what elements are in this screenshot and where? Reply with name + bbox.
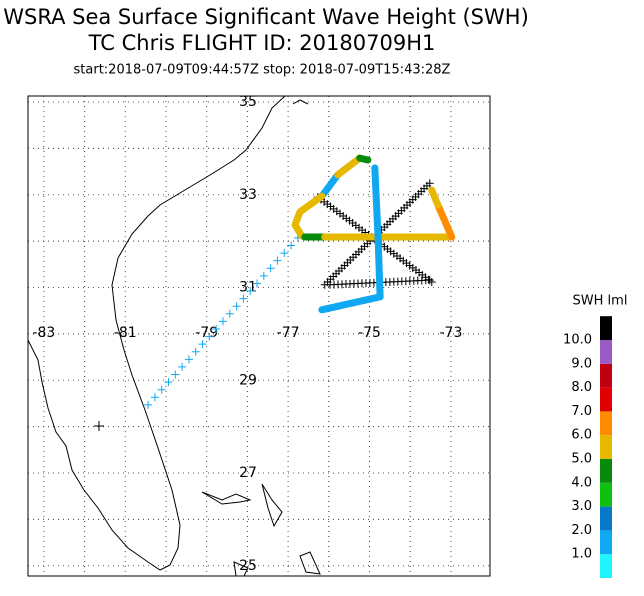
swh-track — [356, 154, 372, 164]
colorbar-label: 5.0 — [571, 452, 592, 467]
island — [299, 551, 321, 575]
x-tick-label: -75 — [358, 325, 381, 341]
swh-track — [374, 233, 384, 301]
colorbar-swatch — [600, 340, 612, 364]
y-tick-label: 31 — [239, 280, 257, 296]
colorbar-swatch — [600, 459, 612, 483]
cross-track — [144, 233, 302, 409]
time-range: start:2018-07-09T09:44:57Z stop: 2018-07… — [74, 63, 451, 78]
chart-subtitle: TC Chris FLIGHT ID: 20180709H1 — [88, 31, 436, 55]
colorbar-swatch — [600, 363, 612, 388]
colorbar-swatch — [600, 554, 612, 578]
colorbar-swatch — [600, 435, 612, 459]
x-tick-label: -77 — [277, 325, 300, 341]
swh-track — [428, 186, 442, 209]
colorbar-label: 3.0 — [571, 499, 592, 514]
y-tick-label: 25 — [239, 558, 257, 574]
city-marker — [94, 421, 104, 431]
cross-track — [326, 276, 434, 289]
island — [261, 483, 283, 528]
colorbar-label: 1.0 — [571, 547, 592, 562]
y-tick-label: 29 — [239, 372, 257, 388]
colorbar-label: 2.0 — [571, 523, 592, 538]
colorbar-swatch — [600, 411, 612, 436]
colorbar-swatch — [600, 482, 612, 507]
swh-track — [371, 164, 382, 241]
swh-track — [318, 171, 342, 200]
y-tick-label: 35 — [239, 94, 257, 110]
coastline — [27, 95, 286, 571]
y-tick-label: 33 — [239, 187, 257, 203]
colorbar-swatch — [600, 530, 612, 555]
x-tick-label: -81 — [114, 325, 137, 341]
colorbar-label: 10.0 — [563, 333, 592, 348]
island — [201, 491, 252, 505]
colorbar-label: 4.0 — [571, 475, 592, 490]
colorbar-label: 8.0 — [571, 380, 592, 395]
swh-track — [434, 201, 456, 241]
coastline — [292, 99, 309, 105]
swh-track — [318, 293, 384, 314]
colorbar-title: SWH lml — [573, 294, 628, 309]
swh-track — [291, 192, 326, 240]
colorbar-label: 6.0 — [571, 428, 592, 443]
colorbar-label: 9.0 — [571, 356, 592, 371]
map-frame — [27, 95, 491, 577]
colorbar-swatch — [600, 506, 612, 531]
chart-title: WSRA Sea Surface Significant Wave Height… — [3, 5, 529, 29]
colorbar-swatch — [600, 316, 612, 340]
colorbar-label: 7.0 — [571, 404, 592, 419]
x-tick-label: -73 — [439, 325, 462, 341]
cross-track — [320, 179, 434, 289]
y-tick-label: 27 — [239, 465, 257, 481]
colorbar-swatch — [600, 387, 612, 412]
x-tick-label: -79 — [195, 325, 218, 341]
x-tick-label: -83 — [32, 325, 55, 341]
swh-track — [334, 154, 364, 179]
